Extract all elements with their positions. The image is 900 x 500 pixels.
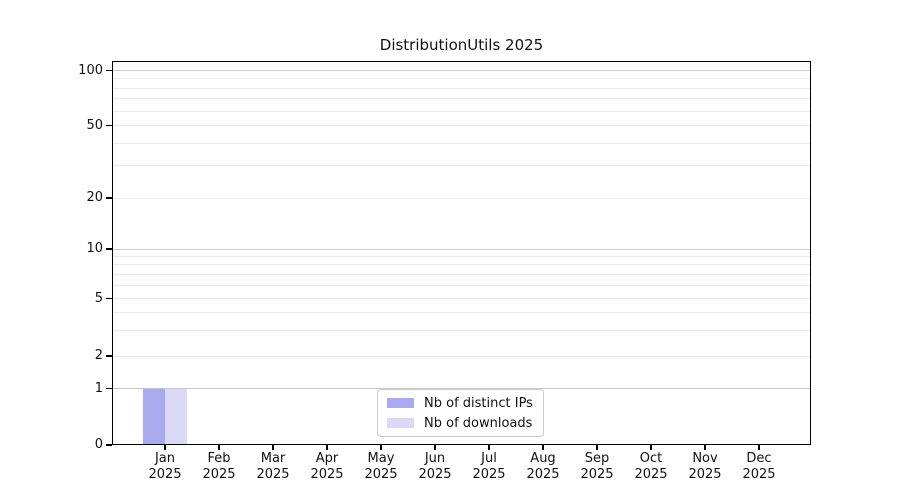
gridline-minor <box>112 284 811 286</box>
x-tick-label: Nov 2025 <box>688 451 722 482</box>
legend-label-distinct-ips: Nb of distinct IPs <box>424 395 533 411</box>
gridline-minor <box>112 87 811 89</box>
chart-title: DistributionUtils 2025 <box>379 36 544 54</box>
gridline-minor <box>112 264 811 266</box>
gridline-major <box>112 388 811 389</box>
gridline-minor <box>112 273 811 275</box>
x-tick <box>758 445 760 450</box>
y-tick <box>106 355 112 357</box>
legend-swatch-downloads <box>387 418 414 428</box>
gridline-minor <box>112 355 811 357</box>
y-tick-label: 2 <box>94 348 103 363</box>
gridline-minor <box>112 330 811 332</box>
x-tick-label: Jul 2025 <box>472 451 506 482</box>
y-tick-label: 20 <box>86 190 103 205</box>
x-tick <box>326 445 328 450</box>
y-tick <box>106 197 112 199</box>
x-tick-label: Feb 2025 <box>202 451 236 482</box>
x-tick-label: Sep 2025 <box>580 451 614 482</box>
gridline-minor <box>112 110 811 112</box>
legend: Nb of distinct IPs Nb of downloads <box>377 389 544 437</box>
y-tick <box>106 124 112 127</box>
gridline-minor <box>112 142 811 144</box>
x-tick <box>434 445 436 450</box>
gridline-major <box>112 70 811 71</box>
legend-swatch-distinct-ips <box>387 398 414 408</box>
y-tick-label: 1 <box>94 380 103 396</box>
x-tick <box>164 445 166 450</box>
x-tick-label: Dec 2025 <box>742 451 776 482</box>
x-tick-label: Mar 2025 <box>256 451 290 482</box>
y-tick <box>106 387 112 390</box>
y-tick <box>106 297 112 300</box>
x-tick <box>596 445 598 450</box>
gridline-minor <box>112 165 811 167</box>
x-tick <box>542 445 544 450</box>
gridline-major <box>112 248 811 250</box>
x-tick-label: May 2025 <box>364 451 398 482</box>
x-tick-label: Oct 2025 <box>634 451 668 482</box>
y-tick-label: 100 <box>78 62 103 78</box>
legend-entry-distinct-ips: Nb of distinct IPs <box>387 396 543 411</box>
legend-entry-downloads: Nb of downloads <box>387 416 543 431</box>
y-tick-label: 5 <box>94 290 103 306</box>
x-tick-label: Jun 2025 <box>418 451 452 482</box>
legend-label-downloads: Nb of downloads <box>424 415 533 431</box>
gridline-minor <box>112 298 811 299</box>
gridline-minor <box>112 256 811 258</box>
x-tick-label: Jan 2025 <box>148 451 182 482</box>
gridline-minor <box>112 312 811 313</box>
y-tick-label: 10 <box>86 241 103 256</box>
bar-distinct-ips-jan <box>143 388 165 445</box>
gridline-minor <box>112 78 811 80</box>
y-tick <box>106 69 112 72</box>
x-tick <box>650 445 652 450</box>
x-tick <box>272 445 274 450</box>
gridline-minor <box>112 98 811 100</box>
gridline-minor <box>112 125 811 126</box>
y-tick <box>106 444 112 446</box>
x-tick <box>218 445 220 450</box>
y-tick <box>106 248 112 250</box>
x-tick-label: Apr 2025 <box>310 451 344 482</box>
x-tick <box>488 445 490 450</box>
gridline-minor <box>112 197 811 199</box>
x-tick <box>704 445 706 450</box>
x-tick-label: Aug 2025 <box>526 451 560 482</box>
bar-downloads-jan <box>165 388 187 445</box>
x-tick <box>380 445 382 450</box>
y-tick-label: 0 <box>94 437 103 452</box>
y-tick-label: 50 <box>86 117 103 133</box>
